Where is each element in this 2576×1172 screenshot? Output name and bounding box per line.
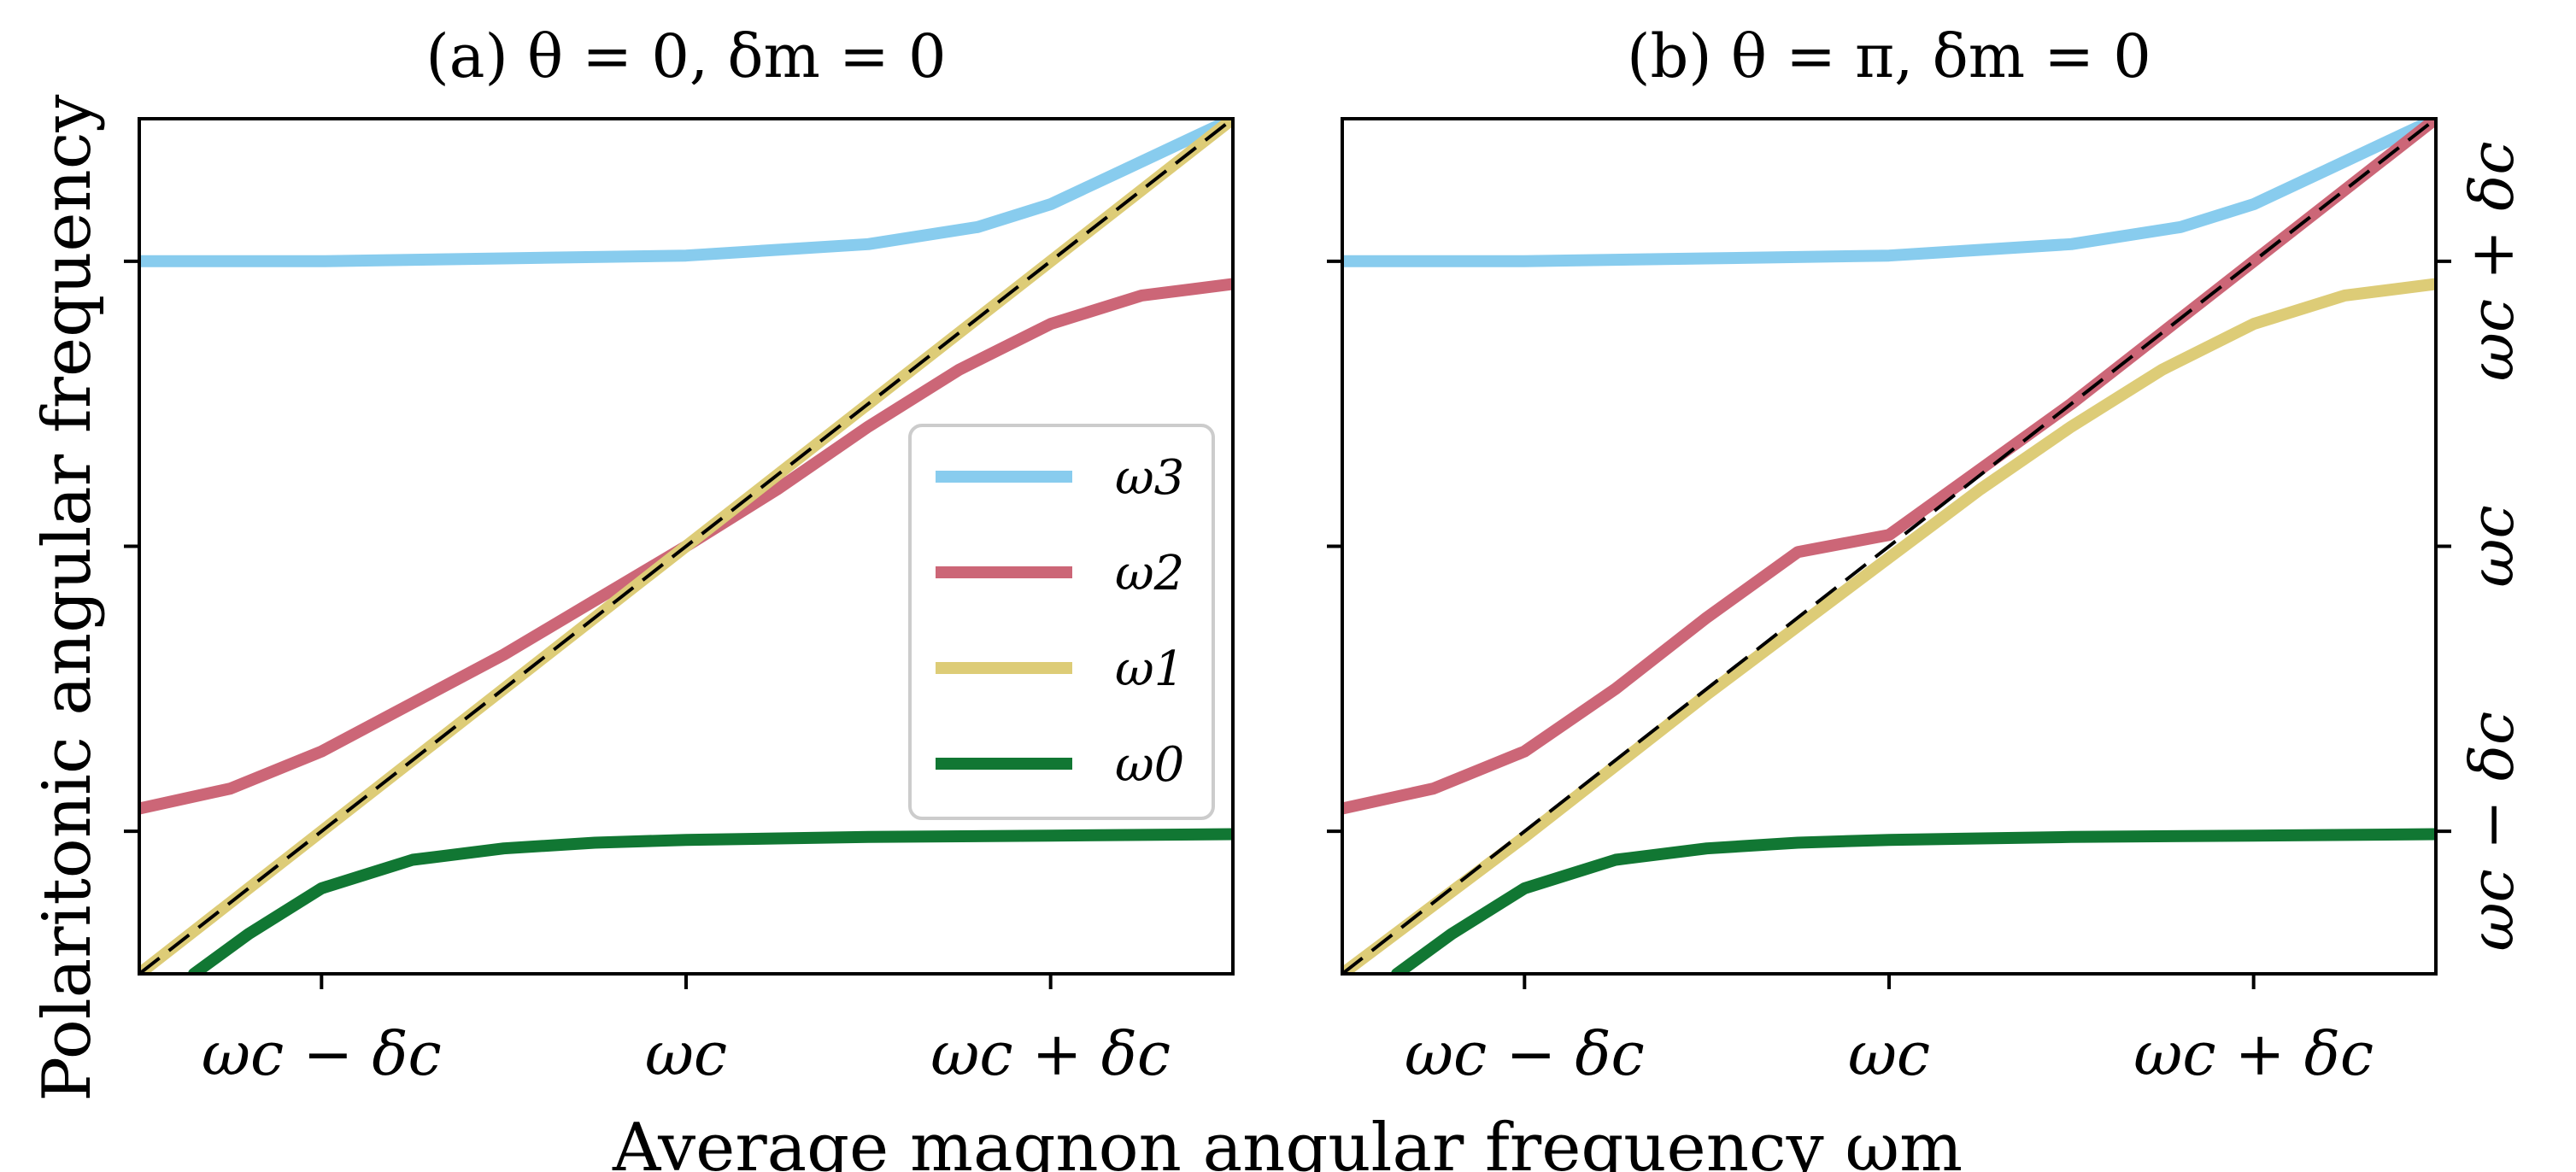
panel-b-x-tick-label: ωc − δc bbox=[1405, 1019, 1645, 1089]
panel-b-y-tick-label: ωc bbox=[2457, 505, 2527, 587]
panel-a-series-omega3 bbox=[139, 119, 1233, 267]
panel-b-y-tick-label: ωc − δc bbox=[2457, 712, 2527, 952]
panel-b-series-omega3 bbox=[1342, 119, 2436, 267]
panel-a-title: (a) θ = 0, δm = 0 bbox=[425, 21, 946, 91]
panel-b-reference-diagonal-dashed bbox=[1342, 119, 2436, 974]
x-axis-label: Average magnon angular frequency ωm bbox=[612, 1110, 1963, 1172]
panel-a-reference-diagonal-dashed bbox=[139, 119, 1233, 974]
panel-a-series-omega0 bbox=[188, 828, 1233, 974]
panel-b-series-omega0 bbox=[1391, 828, 2436, 974]
legend-label-omega0: ω0 bbox=[1115, 737, 1184, 793]
panel-b-x-tick-label: ωc + δc bbox=[2133, 1019, 2374, 1089]
panel-b-series-omega2 bbox=[1342, 119, 2436, 815]
panel-b-ticks: ωc − δc ωc ωc + δc ωc − δc ωc ωc + δc bbox=[1327, 141, 2527, 1089]
panel-b-y-tick-label: ωc + δc bbox=[2457, 141, 2527, 381]
panel-b-x-tick-label: ωc bbox=[1848, 1019, 1930, 1089]
panel-b-plot-area bbox=[1342, 119, 2436, 974]
panel-a-plot-area bbox=[139, 119, 1233, 974]
legend-label-omega3: ω3 bbox=[1115, 450, 1184, 506]
panel-a: (a) θ = 0, δm = 0 ωc − δc ωc ωc + δc ω3ω2ω… bbox=[124, 21, 1235, 1089]
panel-b-series-omega1 bbox=[1342, 278, 2436, 974]
legend: ω3 ω2 ω1 ω0 bbox=[908, 424, 1215, 820]
panel-a-x-tick-label: ωc − δc bbox=[202, 1019, 442, 1089]
legend-label-omega2: ω2 bbox=[1115, 546, 1184, 601]
legend-label-omega1: ω1 bbox=[1115, 642, 1184, 697]
panel-a-ticks: ωc − δc ωc ωc + δc bbox=[124, 259, 1171, 1089]
panel-b-title: (b) θ = π, δm = 0 bbox=[1627, 21, 2151, 91]
y-axis-label: Polaritonic angular frequency bbox=[29, 95, 106, 1102]
panel-a-frame bbox=[138, 117, 1235, 976]
panel-a-x-tick-label: ωc bbox=[645, 1019, 727, 1089]
panel-a-x-tick-label: ωc + δc bbox=[930, 1019, 1171, 1089]
legend-box bbox=[908, 424, 1215, 820]
panel-b-frame bbox=[1341, 117, 2438, 976]
